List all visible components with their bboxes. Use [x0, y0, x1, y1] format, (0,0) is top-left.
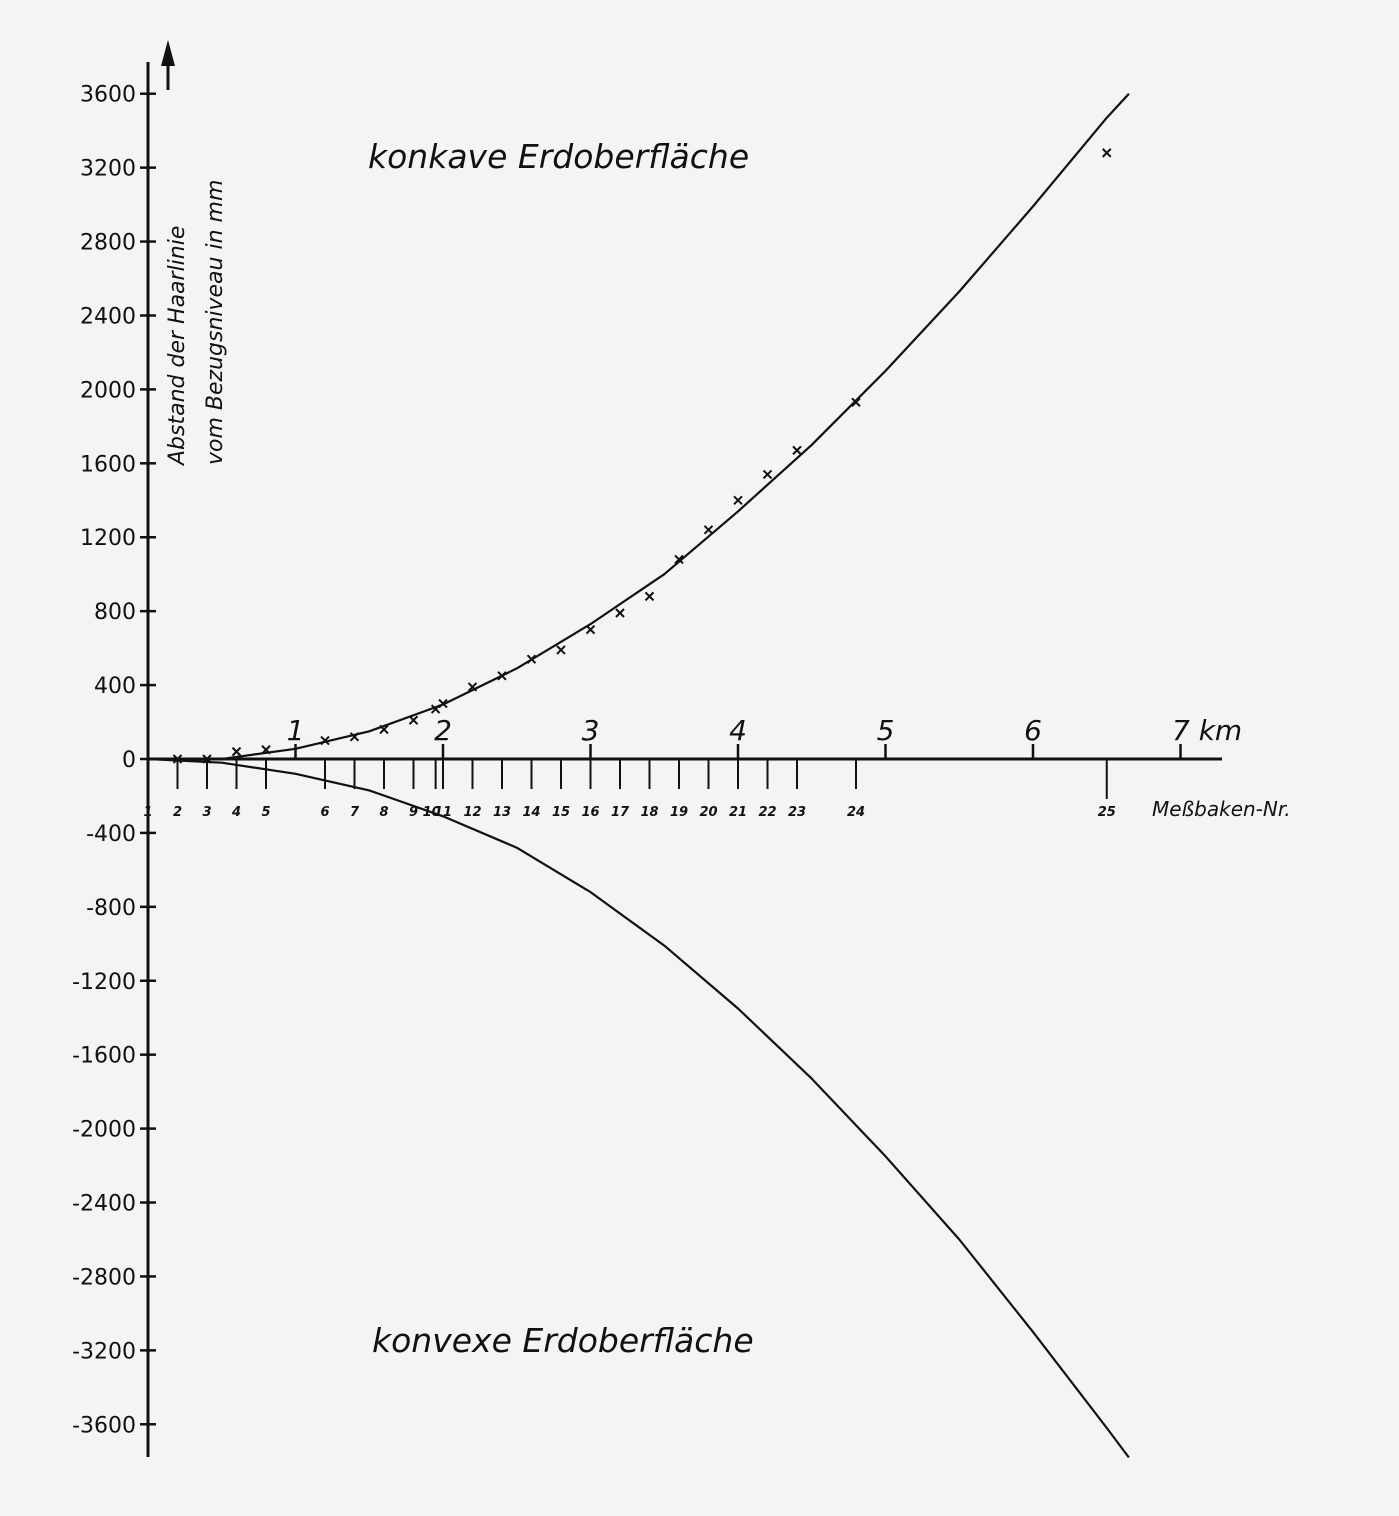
data-point [644, 591, 655, 602]
baken-label: 24 [847, 805, 865, 820]
measured-points [172, 148, 1112, 764]
data-point [762, 469, 773, 480]
x-ticks: 1 2 3 4 5 6 [287, 714, 1182, 759]
data-point [467, 682, 478, 692]
y-tick-label: -800 [86, 896, 136, 921]
y-tick-label: -1600 [72, 1044, 136, 1069]
x-tick-label: 1 [287, 714, 305, 747]
baken-label: 4 [231, 805, 241, 820]
baken-label: 19 [670, 805, 688, 820]
baken-label: 14 [522, 805, 540, 820]
baken-label: 22 [758, 805, 776, 820]
data-point [430, 704, 441, 714]
y-tick-label: -2800 [72, 1265, 136, 1290]
data-point [851, 397, 861, 408]
baken-label: 20 [699, 805, 717, 820]
y-tick-label: 1200 [80, 526, 136, 551]
y-tick-label: 800 [94, 600, 136, 625]
data-point [438, 698, 448, 709]
y-tick-label: 2400 [80, 304, 136, 329]
baken-label: 13 [493, 805, 511, 820]
data-point [320, 735, 330, 746]
baken-label: 2 [173, 805, 182, 820]
y-tick-label: 1600 [80, 452, 136, 477]
y-tick-label: -1200 [72, 970, 136, 995]
baken-axis-label: Meßbaken-Nr. [1152, 797, 1291, 821]
baken-label: 18 [640, 805, 658, 820]
annotation-concave: konkave Erdoberfläche [368, 137, 749, 176]
data-point [526, 654, 537, 664]
y-axis-arrow-icon [161, 40, 175, 66]
baken-label: 5 [261, 805, 270, 820]
x-tick-label: 4 [729, 714, 747, 747]
baken-label: 15 [552, 805, 570, 820]
data-point [349, 732, 360, 742]
y-tick-label: -400 [86, 822, 136, 847]
data-point [497, 671, 507, 681]
concave-curve [148, 92, 1130, 761]
data-point [202, 754, 212, 764]
baken-label: 11 [434, 805, 452, 820]
y-tick-label: -2000 [72, 1118, 136, 1143]
y-tick-label: -3600 [72, 1413, 136, 1438]
curves [147, 92, 1130, 1459]
baken-label: 16 [581, 805, 599, 820]
baken-label: 21 [729, 805, 747, 820]
x-tick-label: 5 [877, 714, 895, 747]
baken-label: 23 [788, 805, 806, 820]
x-tick-label: 2 [434, 714, 452, 747]
convex-curve [147, 757, 1130, 1459]
baken-label: 9 [409, 805, 418, 820]
data-point [261, 745, 271, 755]
y-ticks: 3600 3200 2800 2400 2000 1600 1200 800 400 0 -400 -… [72, 83, 156, 1438]
data-point [231, 746, 242, 757]
data-point [585, 624, 596, 635]
y-tick-label: 2800 [80, 231, 136, 256]
y-axis-label-line2: vom Bezugsniveau in mm [203, 180, 228, 465]
y-tick-label: 0 [122, 748, 136, 773]
data-point [1102, 148, 1112, 158]
y-tick-label: 3200 [80, 157, 136, 182]
x-tick-label: 3 [582, 714, 600, 747]
baken-label: 3 [202, 805, 211, 820]
y-axis-label-line1: Abstand der Haarlinie [165, 226, 190, 467]
y-tick-label: 400 [94, 674, 136, 699]
y-tick-label: 2000 [80, 378, 136, 403]
data-point [556, 645, 566, 655]
baken-label: 6 [320, 805, 329, 820]
data-point [408, 715, 419, 725]
data-point [615, 608, 625, 618]
baken-label: 25 [1098, 805, 1116, 820]
x-tick-label: 6 [1024, 714, 1042, 747]
baken-label: 17 [611, 805, 630, 820]
baken-label: 8 [379, 805, 388, 820]
data-point [674, 554, 684, 565]
data-point [733, 495, 743, 505]
data-point [703, 525, 714, 535]
baken-label: 12 [463, 805, 481, 820]
x-unit-label: 7 km [1172, 714, 1242, 747]
baken-label: 1 [143, 805, 152, 820]
baken-label: 7 [350, 805, 360, 820]
y-tick-label: 3600 [80, 83, 136, 108]
data-point [379, 724, 389, 735]
y-tick-label: -2400 [72, 1192, 136, 1217]
y-tick-label: -3200 [72, 1339, 136, 1364]
data-point [792, 445, 802, 456]
annotation-convex: konvexe Erdoberfläche [372, 1321, 754, 1360]
data-point [172, 754, 183, 764]
